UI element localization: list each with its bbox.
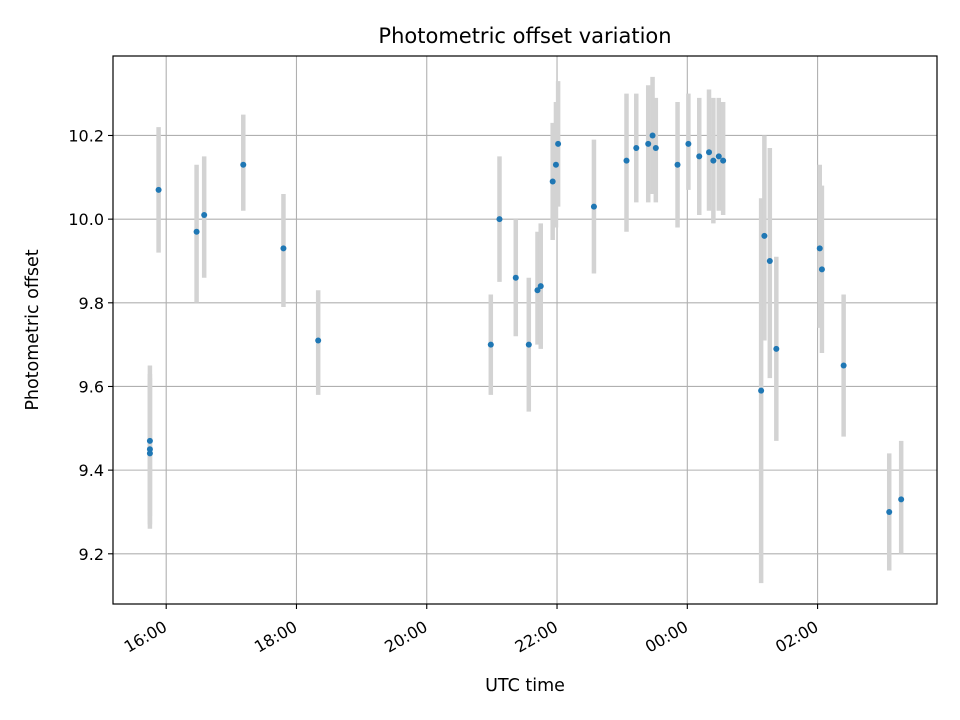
y-tick-label: 9.8 <box>79 294 104 313</box>
data-point <box>818 266 825 273</box>
data-point <box>773 345 780 352</box>
y-axis: 9.2 9.4 9.6 9.8 10.0 10.2 <box>68 126 113 564</box>
data-point <box>537 283 544 290</box>
data-point <box>193 228 200 235</box>
data-point <box>649 132 656 139</box>
y-axis-label: Photometric offset <box>23 249 43 410</box>
data-point <box>315 337 322 344</box>
data-point <box>766 257 773 264</box>
data-point <box>720 157 727 164</box>
data-point <box>816 245 823 252</box>
data-point <box>645 140 652 147</box>
data-point <box>758 387 765 394</box>
x-axis-label: UTC time <box>485 676 565 696</box>
grid <box>113 56 937 604</box>
data-point <box>840 362 847 369</box>
data-point <box>496 216 503 223</box>
plot-frame <box>112 55 938 605</box>
data-point <box>146 450 153 457</box>
data-point <box>240 161 247 168</box>
y-tick-label: 9.6 <box>79 377 104 396</box>
y-tick-label: 10.2 <box>68 126 104 145</box>
data-point <box>487 341 494 348</box>
data-point <box>555 140 562 147</box>
data-point <box>146 446 153 453</box>
data-point <box>549 178 556 185</box>
data-point <box>761 232 768 239</box>
data-points <box>146 132 905 515</box>
data-point <box>696 153 703 160</box>
y-tick-label: 9.4 <box>79 461 104 480</box>
data-point <box>715 153 722 160</box>
data-point <box>590 203 597 210</box>
data-point <box>201 211 208 218</box>
data-point <box>512 274 519 281</box>
data-point <box>685 140 692 147</box>
data-point <box>898 496 905 503</box>
data-point <box>534 287 541 294</box>
data-point <box>706 149 713 156</box>
data-point <box>886 508 893 515</box>
data-point <box>710 157 717 164</box>
data-point <box>652 145 659 152</box>
data-point <box>280 245 287 252</box>
data-point <box>525 341 532 348</box>
y-tick-label: 10.0 <box>68 210 104 229</box>
data-point <box>633 145 640 152</box>
data-point <box>552 161 559 168</box>
data-point <box>155 186 162 193</box>
chart-title: Photometric offset variation <box>378 24 671 48</box>
data-point <box>146 437 153 444</box>
data-point <box>623 157 630 164</box>
data-point <box>674 161 681 168</box>
y-tick-label: 9.2 <box>79 545 104 564</box>
